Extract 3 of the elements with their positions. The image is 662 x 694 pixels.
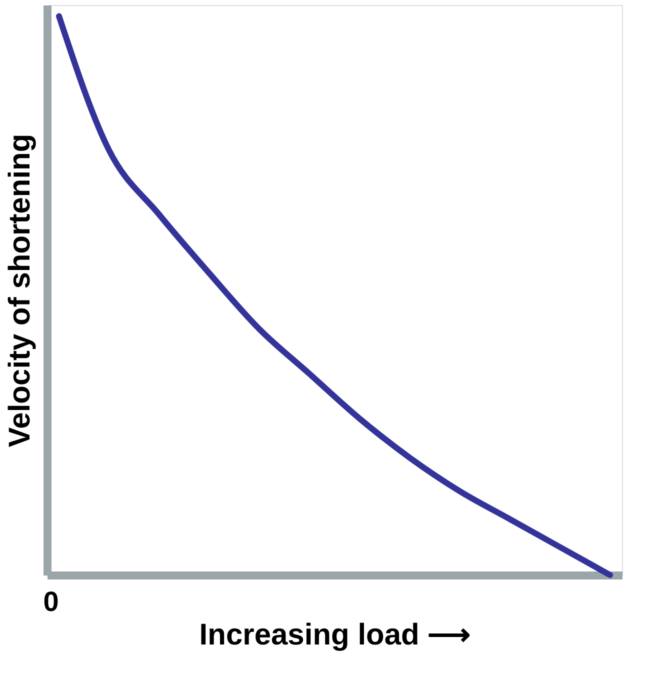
x-axis-title: Increasing load ⟶ bbox=[199, 618, 471, 652]
text: 0 bbox=[43, 586, 59, 617]
y-axis-title: Velocity of shortening bbox=[4, 134, 36, 448]
